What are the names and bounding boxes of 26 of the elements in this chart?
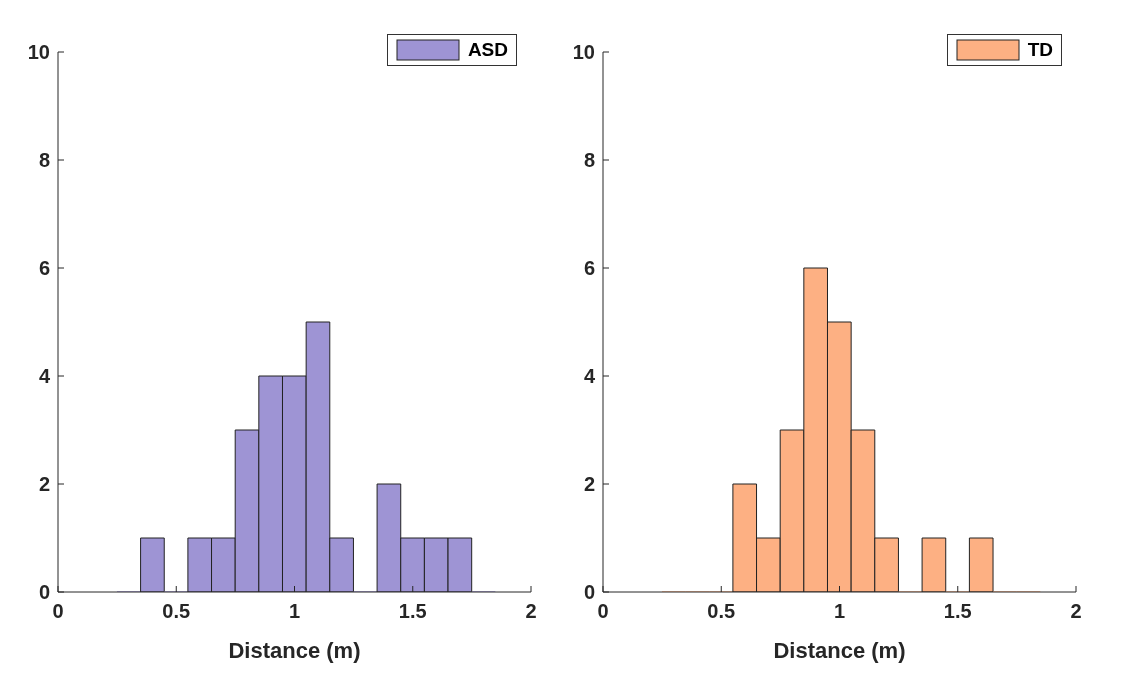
y-tick-label: 2: [38, 473, 50, 496]
x-tick-label: 1.5: [943, 600, 972, 623]
x-axis-title: Distance (m): [228, 638, 361, 663]
legend-label: ASD: [467, 39, 508, 61]
y-tick-label: 4: [38, 365, 51, 388]
legend-label: TD: [1027, 39, 1053, 61]
x-tick-label: 2: [1070, 600, 1082, 623]
x-tick-label: 1: [288, 600, 301, 623]
x-tick-label: 0: [52, 600, 64, 623]
y-tick-label: 6: [583, 257, 595, 280]
y-tick-label: 0: [38, 581, 50, 604]
y-tick-label: 10: [27, 41, 50, 64]
x-tick-label: 1.5: [398, 600, 427, 623]
y-tick-label: 8: [38, 149, 50, 172]
x-tick-label: 0.5: [707, 600, 736, 623]
x-tick-label: 0.5: [162, 600, 191, 623]
y-tick-label: 8: [583, 149, 595, 172]
y-tick-label: 2: [583, 473, 595, 496]
y-tick-label: 6: [38, 257, 50, 280]
x-tick-label: 1: [833, 600, 846, 623]
x-tick-label: 0: [597, 600, 609, 623]
y-tick-label: 4: [583, 365, 596, 388]
x-tick-label: 2: [525, 600, 537, 623]
y-tick-label: 0: [583, 581, 595, 604]
y-tick-label: 10: [572, 41, 595, 64]
x-axis-title: Distance (m): [773, 638, 906, 663]
